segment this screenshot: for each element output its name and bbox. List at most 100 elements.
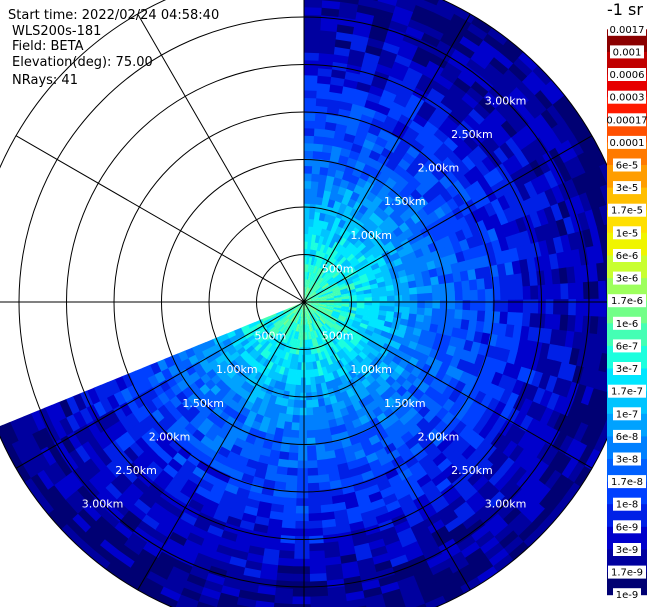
beta-cell	[71, 409, 87, 429]
beta-cell	[330, 184, 341, 194]
beta-cell	[449, 434, 465, 451]
beta-cell	[422, 513, 442, 529]
beta-cell	[146, 460, 164, 476]
beta-cell	[504, 324, 515, 339]
beta-cell	[354, 332, 364, 341]
beta-cell	[325, 290, 334, 296]
beta-cell	[484, 310, 494, 324]
beta-cell	[176, 446, 192, 461]
beta-cell	[343, 261, 352, 270]
beta-cell	[333, 516, 350, 528]
beta-cell	[265, 425, 277, 436]
beta-cell	[366, 37, 386, 50]
beta-cell	[452, 206, 465, 221]
beta-cell	[501, 222, 514, 239]
beta-cell	[410, 11, 432, 27]
beta-cell	[466, 470, 484, 488]
beta-cell	[594, 410, 610, 433]
beta-cell	[592, 166, 608, 189]
beta-cell	[341, 324, 351, 332]
beta-cell	[456, 98, 475, 116]
beta-cell	[362, 138, 376, 151]
beta-cell	[431, 452, 448, 468]
beta-cell	[325, 264, 333, 273]
beta-cell	[521, 312, 531, 328]
beta-cell	[373, 70, 391, 84]
beta-cell	[322, 0, 343, 3]
beta-cell	[435, 266, 446, 277]
beta-cell	[445, 317, 455, 329]
beta-cell	[325, 175, 336, 185]
beta-cell	[250, 387, 261, 398]
beta-cell	[341, 258, 350, 267]
beta-cell	[509, 466, 528, 486]
colorbar-label: 1e-5	[616, 228, 639, 239]
beta-cell	[457, 70, 477, 88]
beta-cell	[498, 530, 519, 550]
beta-cell	[351, 247, 361, 257]
beta-cell	[415, 575, 437, 591]
beta-cell	[297, 354, 302, 363]
beta-cell	[286, 311, 293, 318]
beta-cell	[491, 416, 507, 434]
beta-cell	[115, 493, 134, 511]
beta-cell	[495, 335, 506, 350]
beta-cell	[529, 211, 543, 230]
beta-cell	[491, 554, 514, 574]
beta-cell	[298, 316, 302, 325]
beta-cell	[299, 339, 303, 348]
colorbar-label-box	[608, 203, 646, 217]
beta-cell	[371, 292, 380, 298]
beta-cell	[145, 426, 161, 442]
beta-cell	[491, 496, 511, 516]
beta-cell	[594, 334, 605, 355]
beta-cell	[47, 508, 67, 530]
beta-cell	[321, 270, 328, 279]
beta-cell	[578, 172, 594, 194]
beta-cell	[352, 335, 361, 344]
beta-cell	[131, 393, 146, 409]
beta-cell	[237, 335, 247, 344]
beta-cell	[311, 353, 317, 363]
beta-cell	[347, 341, 356, 350]
beta-cell	[452, 420, 467, 436]
beta-cell	[308, 588, 329, 598]
beta-cell	[153, 370, 166, 384]
colorbar-label: 1e-9	[616, 590, 639, 601]
beta-cell	[476, 480, 495, 499]
beta-cell	[596, 225, 609, 247]
beta-cell	[432, 292, 441, 302]
beta-cell	[304, 120, 316, 129]
beta-cell	[507, 444, 525, 464]
beta-cell	[366, 352, 377, 362]
beta-cell	[586, 428, 603, 451]
beta-cell	[571, 175, 587, 197]
beta-cell	[268, 378, 277, 388]
beta-cell	[436, 458, 453, 474]
beta-cell	[446, 282, 456, 293]
beta-cell	[289, 304, 298, 309]
beta-cell	[426, 466, 443, 482]
beta-cell	[522, 528, 543, 549]
beta-cell	[345, 317, 355, 324]
beta-cell	[580, 128, 599, 151]
beta-cell	[432, 300, 441, 310]
beta-cell	[108, 526, 129, 546]
beta-cell	[255, 321, 265, 329]
beta-cell	[409, 258, 420, 268]
beta-cell	[340, 290, 349, 295]
beta-cell	[137, 583, 161, 601]
beta-cell	[484, 288, 494, 301]
beta-cell	[436, 40, 458, 57]
beta-cell	[246, 356, 256, 366]
beta-cell	[487, 548, 510, 568]
beta-cell	[380, 588, 403, 603]
beta-cell	[365, 254, 376, 263]
beta-cell	[555, 143, 572, 165]
beta-cell	[227, 346, 237, 356]
beta-cell	[290, 306, 298, 312]
beta-cell	[441, 586, 464, 604]
beta-cell	[411, 467, 428, 483]
colorbar-label: 0.0001	[610, 138, 645, 149]
beta-cell	[312, 265, 318, 274]
